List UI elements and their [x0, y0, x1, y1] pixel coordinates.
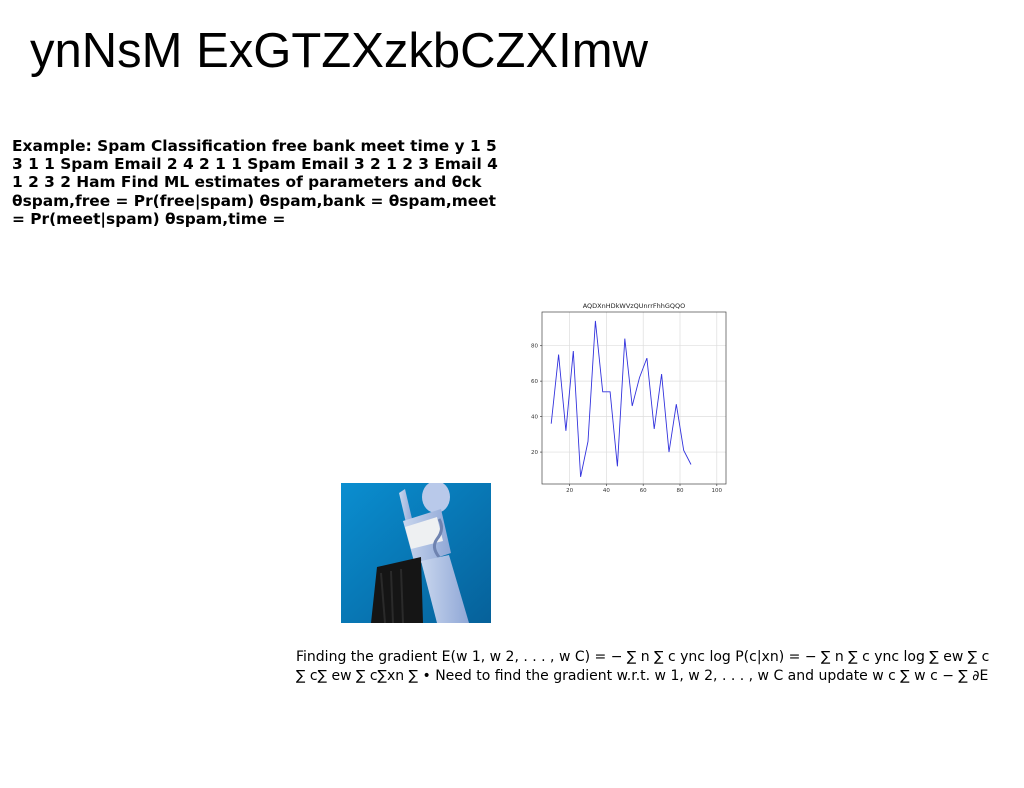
x-tick-label: 60: [640, 488, 647, 494]
line-chart: AQDXnHDkWVzQUnrrFhhGQQO 20 40 60 80 100 20 40 60…: [528, 298, 732, 500]
chart-frame: [541, 311, 727, 485]
slide-body-text: Example: Spam Classification free bank m…: [12, 137, 498, 228]
y-tick-label: 60: [531, 379, 538, 385]
fashion-photo: [341, 483, 491, 623]
x-tick-label: 80: [677, 488, 684, 494]
y-tick-label: 80: [531, 344, 538, 350]
gradient-text: Finding the gradient E(w 1, w 2, . . . ,…: [296, 649, 990, 684]
chart-title: AQDXnHDkWVzQUnrrFhhGQQO: [583, 302, 686, 310]
y-tick-label: 40: [531, 415, 538, 421]
series-line-0: [550, 320, 692, 477]
fashion-photo-image: [341, 483, 491, 623]
slide-title: ynNsM ExGTZXzkbCZXImw: [30, 24, 648, 78]
x-tick-label: 40: [603, 488, 610, 494]
x-tick-label: 20: [566, 488, 573, 494]
line-chart-svg: AQDXnHDkWVzQUnrrFhhGQQO 20 40 60 80 100 20 40 60…: [531, 302, 727, 494]
x-tick-label: 100: [712, 488, 723, 494]
y-tick-label: 20: [531, 450, 538, 456]
